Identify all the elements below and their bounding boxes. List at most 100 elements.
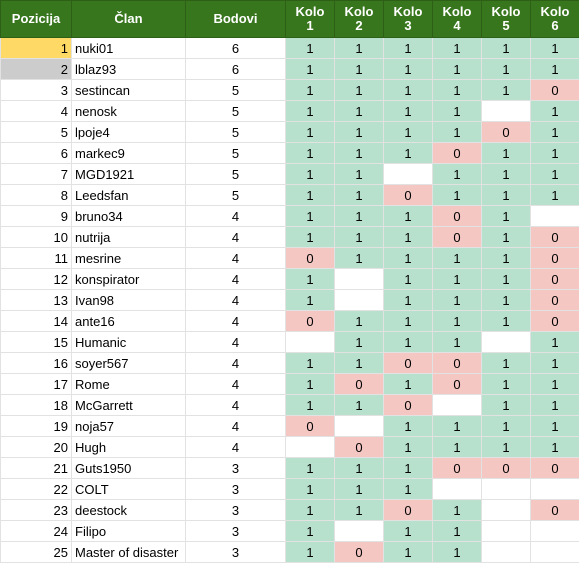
position-cell[interactable]: 14 — [1, 311, 72, 332]
round-3-cell[interactable]: 1 — [384, 38, 433, 59]
header-member[interactable]: Član — [72, 1, 186, 38]
position-cell[interactable]: 1 — [1, 38, 72, 59]
round-2-cell[interactable]: 0 — [335, 542, 384, 563]
round-6-cell[interactable]: 1 — [531, 122, 579, 143]
member-cell[interactable]: noja57 — [72, 416, 186, 437]
points-cell[interactable]: 4 — [186, 416, 286, 437]
round-2-cell[interactable]: 1 — [335, 164, 384, 185]
round-3-cell[interactable]: 1 — [384, 248, 433, 269]
round-4-cell[interactable]: 1 — [433, 332, 482, 353]
position-cell[interactable]: 25 — [1, 542, 72, 563]
points-cell[interactable]: 4 — [186, 353, 286, 374]
member-cell[interactable]: Hugh — [72, 437, 186, 458]
round-6-cell[interactable]: 1 — [531, 416, 579, 437]
round-5-cell[interactable]: 1 — [482, 227, 531, 248]
round-2-cell[interactable]: 1 — [335, 332, 384, 353]
position-cell[interactable]: 6 — [1, 143, 72, 164]
position-cell[interactable]: 5 — [1, 122, 72, 143]
position-cell[interactable]: 10 — [1, 227, 72, 248]
round-2-cell[interactable]: 1 — [335, 80, 384, 101]
round-2-cell[interactable] — [335, 521, 384, 542]
round-5-cell[interactable] — [482, 332, 531, 353]
points-cell[interactable]: 5 — [186, 101, 286, 122]
member-cell[interactable]: nuki01 — [72, 38, 186, 59]
round-1-cell[interactable]: 1 — [286, 353, 335, 374]
round-3-cell[interactable]: 1 — [384, 458, 433, 479]
round-6-cell[interactable]: 1 — [531, 101, 579, 122]
round-6-cell[interactable]: 1 — [531, 353, 579, 374]
round-3-cell[interactable]: 1 — [384, 542, 433, 563]
position-cell[interactable]: 2 — [1, 59, 72, 80]
member-cell[interactable]: mesrine — [72, 248, 186, 269]
round-1-cell[interactable]: 1 — [286, 521, 335, 542]
round-6-cell[interactable]: 1 — [531, 437, 579, 458]
member-cell[interactable]: sestincan — [72, 80, 186, 101]
member-cell[interactable]: MGD1921 — [72, 164, 186, 185]
points-cell[interactable]: 3 — [186, 500, 286, 521]
member-cell[interactable]: markec9 — [72, 143, 186, 164]
round-6-cell[interactable]: 1 — [531, 185, 579, 206]
position-cell[interactable]: 16 — [1, 353, 72, 374]
round-5-cell[interactable]: 1 — [482, 206, 531, 227]
position-cell[interactable]: 8 — [1, 185, 72, 206]
round-4-cell[interactable]: 1 — [433, 59, 482, 80]
round-1-cell[interactable]: 1 — [286, 395, 335, 416]
round-4-cell[interactable]: 0 — [433, 458, 482, 479]
round-1-cell[interactable]: 0 — [286, 311, 335, 332]
member-cell[interactable]: lpoje4 — [72, 122, 186, 143]
round-3-cell[interactable]: 0 — [384, 185, 433, 206]
round-1-cell[interactable]: 1 — [286, 38, 335, 59]
round-1-cell[interactable]: 0 — [286, 416, 335, 437]
points-cell[interactable]: 5 — [186, 122, 286, 143]
round-5-cell[interactable] — [482, 500, 531, 521]
round-3-cell[interactable]: 1 — [384, 80, 433, 101]
round-2-cell[interactable]: 1 — [335, 500, 384, 521]
round-4-cell[interactable]: 1 — [433, 437, 482, 458]
round-4-cell[interactable]: 0 — [433, 206, 482, 227]
round-3-cell[interactable]: 1 — [384, 311, 433, 332]
points-cell[interactable]: 4 — [186, 290, 286, 311]
round-5-cell[interactable]: 1 — [482, 143, 531, 164]
position-cell[interactable]: 9 — [1, 206, 72, 227]
round-6-cell[interactable]: 0 — [531, 248, 579, 269]
round-5-cell[interactable]: 1 — [482, 374, 531, 395]
round-5-cell[interactable]: 1 — [482, 353, 531, 374]
round-4-cell[interactable]: 1 — [433, 269, 482, 290]
round-3-cell[interactable]: 1 — [384, 101, 433, 122]
round-3-cell[interactable]: 1 — [384, 290, 433, 311]
points-cell[interactable]: 4 — [186, 206, 286, 227]
header-points[interactable]: Bodovi — [186, 1, 286, 38]
round-3-cell[interactable]: 1 — [384, 143, 433, 164]
round-5-cell[interactable]: 1 — [482, 395, 531, 416]
points-cell[interactable]: 3 — [186, 458, 286, 479]
round-6-cell[interactable]: 0 — [531, 311, 579, 332]
round-1-cell[interactable]: 1 — [286, 206, 335, 227]
round-4-cell[interactable]: 1 — [433, 248, 482, 269]
position-cell[interactable]: 22 — [1, 479, 72, 500]
round-4-cell[interactable]: 1 — [433, 500, 482, 521]
round-1-cell[interactable]: 1 — [286, 374, 335, 395]
round-3-cell[interactable]: 1 — [384, 269, 433, 290]
member-cell[interactable]: Rome — [72, 374, 186, 395]
round-4-cell[interactable]: 1 — [433, 164, 482, 185]
round-3-cell[interactable]: 0 — [384, 395, 433, 416]
round-1-cell[interactable]: 1 — [286, 164, 335, 185]
round-1-cell[interactable]: 0 — [286, 248, 335, 269]
round-4-cell[interactable]: 0 — [433, 227, 482, 248]
round-5-cell[interactable]: 1 — [482, 248, 531, 269]
round-2-cell[interactable]: 1 — [335, 395, 384, 416]
round-2-cell[interactable]: 1 — [335, 59, 384, 80]
member-cell[interactable]: bruno34 — [72, 206, 186, 227]
round-1-cell[interactable]: 1 — [286, 185, 335, 206]
member-cell[interactable]: lblaz93 — [72, 59, 186, 80]
round-6-cell[interactable]: 0 — [531, 500, 579, 521]
round-6-cell[interactable]: 1 — [531, 38, 579, 59]
member-cell[interactable]: Ivan98 — [72, 290, 186, 311]
round-6-cell[interactable]: 0 — [531, 269, 579, 290]
round-5-cell[interactable]: 0 — [482, 458, 531, 479]
member-cell[interactable]: Master of disaster — [72, 542, 186, 563]
round-5-cell[interactable]: 1 — [482, 38, 531, 59]
